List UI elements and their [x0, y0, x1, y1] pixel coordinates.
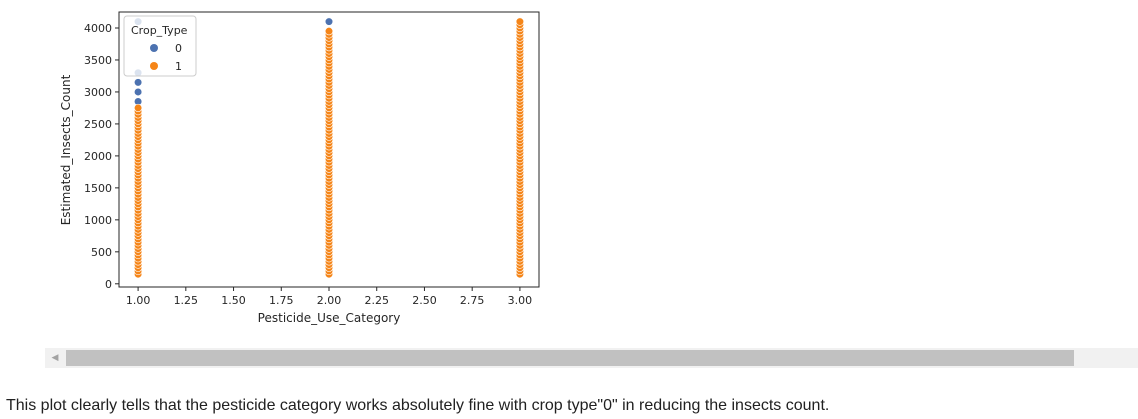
- legend-marker-0: [150, 44, 158, 52]
- data-point-crop-type-0: [133, 87, 143, 97]
- scrollbar-thumb[interactable]: [66, 350, 1074, 366]
- notebook-output-area: 1.00 1.25 1.50 1.75 2.00 2.25 2.50 2.75 3.00 0 50…: [59, 11, 540, 325]
- x-tick-label: 2.25: [364, 294, 389, 307]
- y-tick-label: 1000: [84, 214, 112, 227]
- x-tick-label: 2.50: [412, 294, 437, 307]
- legend-title: Crop_Type: [131, 24, 188, 37]
- y-tick-label: 3500: [84, 54, 112, 67]
- legend-label-0: 0: [175, 42, 182, 55]
- x-tick-label: 2.00: [317, 294, 342, 307]
- y-axis-label: Estimated_Insects_Count: [59, 74, 73, 225]
- y-tick-label: 1500: [84, 182, 112, 195]
- scatter-chart: 1.00 1.25 1.50 1.75 2.00 2.25 2.50 2.75 3.00 0 50…: [59, 11, 540, 325]
- x-tick-label: 1.00: [126, 294, 151, 307]
- y-axis-ticks: 0 500 1000 1500 2000 2500 3000 3500 4000: [84, 22, 119, 291]
- legend: Crop_Type 0 1: [123, 15, 197, 77]
- data-point-crop-type-1: [133, 103, 143, 113]
- x-axis-ticks: 1.00 1.25 1.50 1.75 2.00 2.25 2.50 2.75 3.00: [126, 287, 532, 307]
- x-tick-label: 1.75: [269, 294, 294, 307]
- y-tick-label: 3000: [84, 86, 112, 99]
- data-point-crop-type-1: [515, 17, 525, 26]
- x-tick-label: 1.25: [174, 294, 199, 307]
- y-tick-label: 4000: [84, 22, 112, 35]
- scroll-left-arrow-icon[interactable]: ◀: [51, 353, 59, 363]
- y-tick-label: 0: [105, 278, 112, 291]
- explanation-text: This plot clearly tells that the pestici…: [6, 397, 830, 414]
- horizontal-scrollbar[interactable]: ◀: [45, 348, 1138, 368]
- y-tick-label: 2000: [84, 150, 112, 163]
- legend-marker-1: [150, 62, 158, 70]
- y-tick-label: 2500: [84, 118, 112, 131]
- data-points-layer: [133, 17, 525, 279]
- x-axis-label: Pesticide_Use_Category: [258, 311, 401, 325]
- legend-box: [123, 15, 197, 77]
- x-tick-label: 2.75: [460, 294, 485, 307]
- data-point-crop-type-0: [324, 17, 334, 26]
- x-tick-label: 3.00: [508, 294, 533, 307]
- y-tick-label: 500: [91, 246, 112, 259]
- legend-label-1: 1: [175, 60, 182, 73]
- x-tick-label: 1.50: [221, 294, 246, 307]
- data-point-crop-type-1: [324, 27, 334, 36]
- data-point-crop-type-0: [133, 78, 143, 87]
